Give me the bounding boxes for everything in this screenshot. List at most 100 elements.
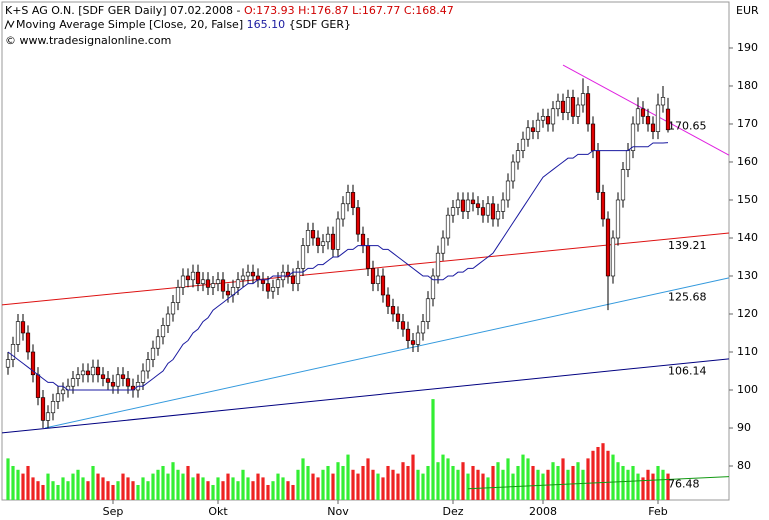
volume-bar: [291, 484, 295, 500]
volume-bar: [356, 473, 360, 500]
trend-label: 106.14: [668, 365, 707, 378]
candle-body: [400, 321, 406, 330]
volume-bar: [626, 469, 630, 500]
candle-body: [190, 271, 196, 281]
candle-body: [305, 230, 311, 246]
volume-bar: [261, 477, 265, 500]
volume-bar: [446, 458, 450, 500]
volume-bar: [386, 465, 390, 500]
candle-body: [590, 123, 596, 151]
volume-bar: [541, 473, 545, 500]
candle-body: [630, 123, 636, 151]
candle-body: [365, 245, 371, 269]
candle-body: [10, 344, 16, 360]
volume-bar: [281, 477, 285, 500]
volume-bar: [341, 465, 345, 500]
volume-bar: [601, 443, 605, 500]
candle-body: [380, 275, 386, 296]
volume-bar: [276, 473, 280, 500]
volume-bar: [371, 469, 375, 500]
candle-body: [345, 192, 351, 205]
candle-body: [450, 207, 456, 216]
volume-bar: [536, 469, 540, 500]
candle-body: [225, 290, 231, 296]
candle-body: [430, 275, 436, 300]
volume-bar: [126, 477, 130, 500]
volume-bar: [581, 469, 585, 500]
candle-body: [580, 93, 586, 106]
volume-bar: [426, 465, 430, 500]
volume-bar: [561, 458, 565, 500]
candle-body: [105, 378, 111, 383]
candle-body: [320, 241, 326, 246]
trend-label: 125.68: [668, 290, 707, 303]
candle-body: [435, 252, 441, 277]
volume-bar: [611, 454, 615, 500]
volume-bar: [516, 465, 520, 500]
candle-body: [295, 268, 301, 284]
y-tick-label: 130: [737, 269, 758, 282]
volume-bar: [191, 477, 195, 500]
candle-body: [420, 321, 426, 334]
candle-body: [210, 283, 216, 288]
volume-bar: [616, 462, 620, 500]
x-tick-label: Sep: [103, 505, 124, 518]
volume-bar: [11, 465, 15, 500]
volume-bar: [221, 481, 225, 500]
candle-body: [125, 378, 131, 387]
candle-body: [495, 211, 501, 220]
volume-bar: [531, 465, 535, 500]
volume-bar: [591, 450, 595, 500]
x-tick-label: Dez: [442, 505, 463, 518]
volume-bar: [526, 458, 530, 500]
candle-body: [545, 116, 551, 125]
candle-body: [660, 97, 666, 106]
candle-body: [40, 397, 46, 421]
title: K+S AG O.N. [SDF GER Daily] 07.02.2008 -: [5, 4, 244, 17]
volume-bar: [506, 458, 510, 500]
volume-bar: [321, 469, 325, 500]
volume-bar: [391, 469, 395, 500]
volume-bar: [326, 465, 330, 500]
y-tick-label: 190: [737, 41, 758, 54]
volume-bar: [641, 477, 645, 500]
volume-bar: [476, 469, 480, 500]
candle-body: [275, 279, 281, 288]
candle-body: [145, 359, 151, 372]
volume-bar: [171, 462, 175, 500]
volume-bar: [421, 473, 425, 500]
volume-bar: [156, 469, 160, 500]
volume-bar: [66, 481, 70, 500]
volume-bar: [451, 465, 455, 500]
candle-body: [115, 374, 121, 387]
volume-bar: [116, 481, 120, 500]
candle-body: [515, 150, 521, 163]
volume-bar: [606, 450, 610, 500]
y-tick-label: 80: [737, 459, 751, 472]
volume-bar: [46, 473, 50, 500]
candle-body: [415, 332, 421, 345]
volume-bar: [76, 469, 80, 500]
volume-bar: [571, 465, 575, 500]
trend-line: [44, 277, 730, 429]
volume-bar: [651, 473, 655, 500]
candle-body: [575, 104, 581, 117]
volume-bar: [496, 462, 500, 500]
candle-body: [425, 298, 431, 322]
ma-line: Moving Average Simple [Close, 20, False]…: [16, 18, 351, 31]
volume-bar: [396, 473, 400, 500]
volume-bar: [666, 473, 670, 500]
volume-bar: [306, 465, 310, 500]
candle-body: [390, 306, 396, 315]
candle-body: [605, 218, 611, 277]
candle-body: [60, 389, 66, 395]
candle-body: [585, 93, 591, 125]
volume-bar: [96, 473, 100, 500]
trend-label: 139.21: [668, 239, 707, 252]
volume-bar: [21, 473, 25, 500]
volume-bar: [381, 477, 385, 500]
volume-bar: [576, 462, 580, 500]
candle-body: [600, 192, 606, 220]
volume-bar: [456, 469, 460, 500]
volume-bar: [486, 477, 490, 500]
